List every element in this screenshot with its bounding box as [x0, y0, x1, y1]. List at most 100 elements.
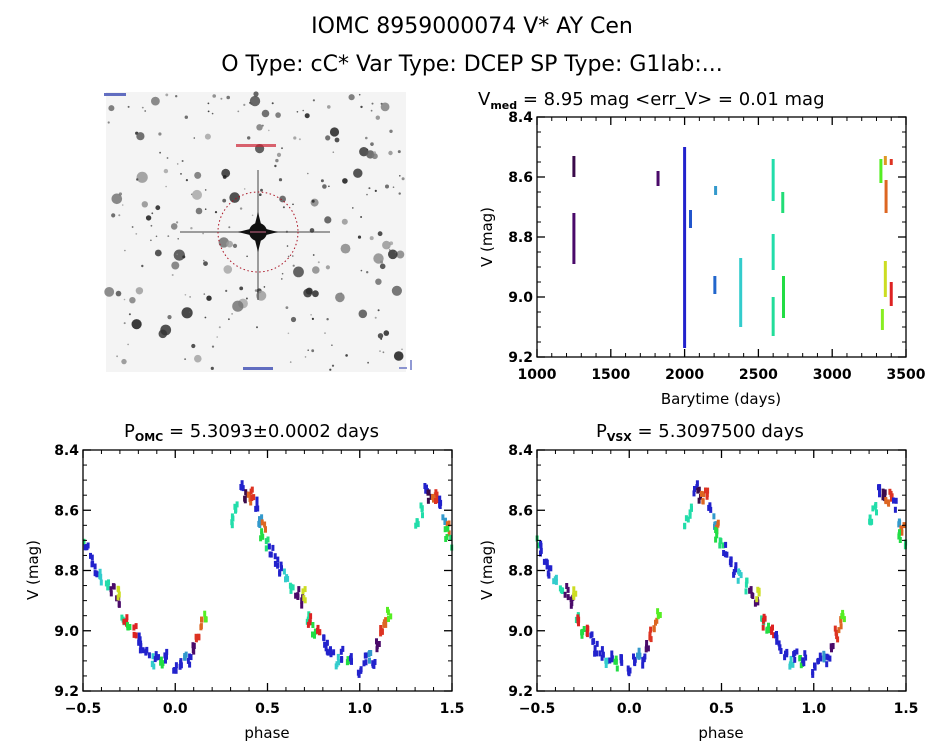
finder-star: [237, 110, 240, 113]
finder-star: [360, 216, 363, 218]
phase-point: [868, 514, 872, 521]
finder-star: [232, 300, 244, 312]
phase-point: [545, 563, 549, 570]
phase-point: [106, 584, 110, 591]
phase-point: [870, 518, 874, 525]
phase-point: [280, 565, 283, 572]
phase-point: [627, 668, 631, 675]
phase-point: [900, 529, 904, 536]
phase-point: [117, 601, 121, 608]
phase-point: [325, 639, 329, 646]
phase-point: [645, 640, 649, 646]
finder-star: [150, 224, 153, 227]
finder-star: [184, 294, 187, 296]
phase-point: [881, 494, 885, 501]
phase-point: [683, 523, 687, 530]
finder-star: [367, 187, 370, 189]
phase-point: [423, 483, 427, 489]
finder-star: [357, 235, 362, 239]
finder-star: [204, 208, 207, 210]
phase-point: [271, 544, 275, 551]
y-tick-label: 8.8: [508, 564, 533, 580]
finder-star: [249, 95, 261, 107]
phase-point: [128, 624, 132, 630]
phase-point: [273, 560, 277, 567]
x-tick-label: −0.5: [65, 701, 102, 717]
phase-point: [273, 553, 277, 560]
phase-point: [109, 586, 113, 593]
finder-star: [394, 251, 397, 254]
finder-star: [123, 298, 126, 301]
finder-star: [218, 326, 221, 329]
phase-point: [341, 645, 345, 652]
phase-point: [702, 491, 706, 498]
finder-star: [345, 354, 348, 357]
phase-point: [322, 634, 326, 641]
phase-point: [357, 671, 361, 678]
light-curve-segment: [889, 282, 893, 306]
phase-point: [620, 659, 624, 666]
phase-point: [258, 516, 261, 523]
phase-point: [795, 648, 799, 655]
phase-point: [137, 632, 141, 639]
finder-star: [281, 147, 283, 150]
phase-point: [881, 488, 885, 495]
phase-point: [574, 590, 578, 597]
phase-point: [788, 663, 792, 670]
finder-star: [275, 112, 281, 118]
phase-point: [335, 661, 339, 668]
finder-star: [135, 233, 138, 235]
phase-point: [263, 521, 267, 528]
finder-star: [167, 235, 170, 238]
phase-point: [93, 570, 97, 577]
phase-point: [783, 654, 787, 661]
phase-point: [164, 657, 167, 664]
finder-star: [129, 300, 133, 303]
phase-point: [757, 587, 761, 594]
phase-point: [887, 500, 891, 507]
phase-point: [197, 633, 201, 640]
finder-star: [108, 105, 115, 112]
phase-point: [117, 586, 121, 593]
phase-point: [289, 587, 293, 594]
finder-star: [287, 255, 290, 258]
finder-star: [192, 189, 202, 200]
finder-star: [170, 223, 178, 230]
phase-point: [632, 653, 635, 660]
finder-star: [281, 278, 283, 280]
phase-point: [803, 650, 807, 657]
phase-point: [260, 528, 264, 535]
finder-star: [163, 168, 169, 174]
finder-star: [366, 148, 369, 151]
phase-point: [291, 584, 295, 591]
phase-point: [898, 537, 902, 543]
finder-star: [150, 239, 152, 242]
phase-point: [268, 551, 272, 558]
finder-star: [204, 316, 207, 319]
phase-point: [99, 579, 103, 586]
phase-point: [744, 581, 748, 588]
finder-star: [278, 178, 283, 182]
finder-star: [206, 295, 212, 301]
phase-vsx-xlabel: phase: [698, 724, 743, 742]
phase-point: [303, 597, 307, 604]
phase-point: [109, 590, 113, 597]
x-tick-label: 1000: [518, 367, 557, 383]
finder-star: [246, 255, 248, 258]
phase-omc-xlabel: phase: [244, 724, 289, 742]
finder-star: [118, 214, 121, 217]
finder-star: [307, 349, 310, 352]
phase-point: [239, 484, 243, 490]
finder-star: [399, 175, 401, 177]
phase-point: [755, 596, 759, 603]
phase-point: [745, 577, 749, 584]
phase-point: [723, 551, 727, 558]
phase-point: [122, 618, 126, 625]
phase-point: [313, 632, 316, 639]
phase-point: [715, 528, 719, 535]
light-curve-segment: [714, 186, 718, 195]
finder-star: [131, 319, 142, 330]
finder-star: [214, 211, 218, 214]
finder-star: [203, 259, 205, 262]
phase-point: [147, 652, 151, 659]
